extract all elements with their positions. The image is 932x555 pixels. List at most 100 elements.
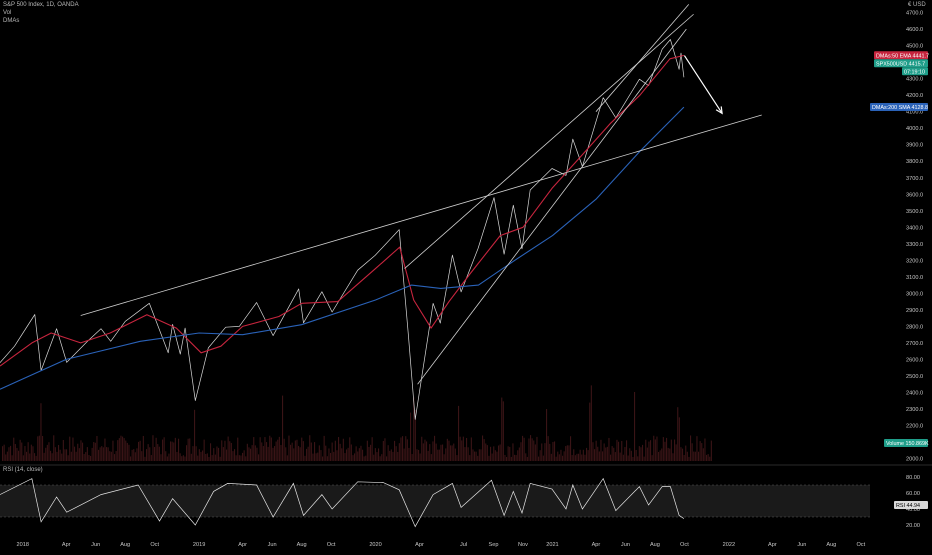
volume-bar xyxy=(283,438,285,461)
volume-bar xyxy=(214,454,216,461)
volume-bar xyxy=(365,455,367,461)
volume-bar xyxy=(269,435,271,461)
y-tick-label: 3500.0 xyxy=(906,209,923,215)
y-tick-label: 3700.0 xyxy=(906,176,923,182)
volume-bar xyxy=(621,440,623,461)
volume-bar xyxy=(10,445,12,461)
volume-bar xyxy=(590,385,592,461)
volume-bar xyxy=(584,454,586,461)
volume-bar xyxy=(90,455,92,461)
volume-bar xyxy=(445,448,447,461)
volume-bar xyxy=(475,451,477,461)
volume-bar xyxy=(680,447,682,461)
volume-bar xyxy=(18,450,20,461)
volume-bar xyxy=(51,453,53,461)
volume-bar xyxy=(429,444,431,461)
price-badge-bg xyxy=(874,59,928,68)
volume-bar xyxy=(198,449,200,461)
volume-bar xyxy=(518,447,520,461)
volume-bar xyxy=(570,436,572,461)
volume-bar xyxy=(203,439,205,461)
volume-bar xyxy=(309,435,311,461)
volume-bar xyxy=(194,409,196,461)
volume-bar xyxy=(453,443,455,461)
x-tick-label: Jul xyxy=(460,542,467,548)
volume-bar xyxy=(158,446,160,461)
currency-label[interactable]: € USD xyxy=(908,2,926,8)
volume-bar xyxy=(469,455,471,461)
x-tick-label: Aug xyxy=(826,542,836,548)
volume-bar xyxy=(315,453,317,461)
volume-bar xyxy=(171,441,173,461)
y-tick-label: 4000.0 xyxy=(906,126,923,132)
y-tick-label: 3400.0 xyxy=(906,225,923,231)
volume-bar xyxy=(83,454,85,461)
volume-bar xyxy=(162,439,164,461)
volume-bar xyxy=(422,443,424,461)
volume-bar xyxy=(682,448,684,461)
volume-bar xyxy=(363,456,365,461)
volume-bar xyxy=(499,444,501,461)
volume-bar xyxy=(258,454,260,461)
y-tick-label: 2200.0 xyxy=(906,423,923,429)
volume-bar xyxy=(125,440,127,461)
volume-bar xyxy=(565,446,567,461)
volume-bar xyxy=(304,455,306,461)
volume-bar xyxy=(573,449,575,461)
volume-bar xyxy=(630,450,632,461)
volume-bar xyxy=(397,451,399,461)
ema50-line xyxy=(0,54,685,367)
y-tick-label: 3100.0 xyxy=(906,275,923,281)
trendline xyxy=(595,4,690,112)
volume-bar xyxy=(155,437,157,461)
rsi-title[interactable]: RSI (14, close) xyxy=(3,467,43,473)
legend-dmas[interactable]: DMAs xyxy=(3,18,20,24)
volume-bar xyxy=(277,439,279,461)
volume-bar xyxy=(555,456,557,461)
volume-bar xyxy=(408,447,410,461)
volume-bar xyxy=(674,439,676,461)
volume-bar xyxy=(128,444,130,461)
legend-vol[interactable]: Vol xyxy=(3,10,12,16)
volume-bar xyxy=(486,445,488,461)
volume-bar xyxy=(698,451,700,461)
x-tick-label: Apr xyxy=(415,542,424,548)
volume-bar xyxy=(704,438,706,461)
rsi-tick-label: 20.00 xyxy=(906,523,920,529)
y-tick-label: 2500.0 xyxy=(906,374,923,380)
volume-bar xyxy=(661,448,663,461)
volume-bar xyxy=(598,451,600,461)
volume-bar xyxy=(293,448,295,461)
volume-bar xyxy=(216,446,218,461)
volume-bar xyxy=(189,438,191,461)
volume-bar xyxy=(517,450,519,461)
volume-bar xyxy=(120,435,122,461)
volume-bar xyxy=(130,456,132,461)
volume-bar xyxy=(179,453,181,461)
y-tick-label: 3900.0 xyxy=(906,143,923,149)
volume-bar xyxy=(350,444,352,461)
volume-bar xyxy=(246,443,248,461)
volume-bar xyxy=(582,449,584,461)
x-tick-label: Sep xyxy=(489,542,499,548)
volume-bar xyxy=(699,441,701,461)
volume-bar xyxy=(282,395,284,461)
volume-bar xyxy=(488,455,490,461)
volume-bar xyxy=(362,449,364,461)
volume-bar xyxy=(352,455,354,461)
volume-bar xyxy=(256,447,258,461)
x-tick-label: 2020 xyxy=(369,542,381,548)
volume-bar xyxy=(349,437,351,461)
volume-bar xyxy=(176,451,178,461)
volume-bar xyxy=(526,456,528,461)
volume-bar xyxy=(552,442,554,461)
trendline xyxy=(404,13,694,269)
volume-bar xyxy=(638,446,640,461)
volume-bar xyxy=(379,456,381,461)
volume-bar xyxy=(470,437,472,461)
volume-bar xyxy=(136,448,138,461)
volume-bar xyxy=(694,451,696,461)
volume-bar xyxy=(123,438,125,461)
